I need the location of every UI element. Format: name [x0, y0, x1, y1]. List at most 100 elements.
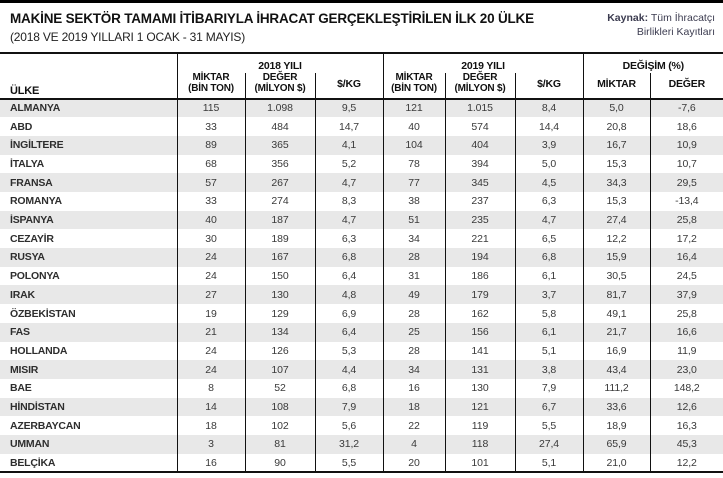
col-header-value-2019: DEĞER (MİLYON $) [444, 72, 516, 99]
value-cell: 12,6 [649, 397, 723, 417]
value-cell: 118 [444, 434, 516, 454]
value-cell: 237 [444, 192, 516, 211]
table-row: FAS 21 134 6,4 25 156 6,1 21,7 16,6 [0, 322, 723, 342]
value-cell: 4,4 [314, 360, 384, 379]
col-header-change-value: DEĞER [649, 73, 723, 99]
country-cell: İTALYA [10, 158, 45, 170]
value-cell: 274 [244, 192, 315, 211]
value-cell: 5,3 [314, 341, 384, 361]
value-cell: 14,7 [314, 117, 384, 136]
country-cell: FRANSA [10, 176, 53, 189]
page-title: MAKİNE SEKTÖR TAMAMI İTİBARIYLA İHRACAT … [10, 11, 534, 26]
value-cell: 29,5 [649, 173, 723, 193]
value-cell: 21,0 [582, 453, 651, 473]
value-cell: 121 [444, 397, 516, 417]
table-row: BAE 8 52 6,8 16 130 7,9 111,2 148,2 [0, 378, 723, 398]
value-cell: 119 [444, 416, 516, 435]
value-cell: 18,9 [582, 416, 651, 435]
value-cell: 89 [176, 135, 245, 155]
value-cell: 77 [382, 173, 446, 193]
table-row: BELÇİKA 16 90 5,5 20 101 5,1 21,0 12,2 [0, 453, 723, 473]
country-cell: HOLLANDA [10, 344, 68, 357]
value-cell: 8 [176, 378, 245, 398]
value-cell: 194 [444, 248, 516, 267]
value-cell: 23,0 [649, 360, 723, 379]
page-header: MAKİNE SEKTÖR TAMAMI İTİBARIYLA İHRACAT … [0, 3, 723, 52]
value-cell: 5,8 [514, 304, 584, 323]
value-cell: 20 [382, 453, 446, 473]
value-cell: 25,8 [649, 210, 723, 230]
col-header-perkg-2019: $/KG [514, 73, 584, 99]
value-cell: 129 [244, 304, 315, 323]
value-cell: 57 [176, 173, 245, 193]
value-cell: 12,2 [582, 229, 651, 249]
table-row: MISIR 24 107 4,4 34 131 3,8 43,4 23,0 [0, 360, 723, 379]
table-row: ALMANYA 115 1.098 9,5 121 1.015 8,4 5,0 -7,6 [0, 98, 723, 118]
value-cell: 31 [382, 266, 446, 286]
value-cell: 45,3 [649, 434, 723, 454]
value-cell: 34,3 [582, 173, 651, 193]
value-cell: -13,4 [649, 192, 723, 211]
group-header-2019: 2019 YILI [382, 53, 584, 73]
value-cell: 28 [382, 341, 446, 361]
value-cell: 49,1 [582, 304, 651, 323]
value-cell: 16,7 [582, 135, 651, 155]
value-cell: 7,9 [314, 397, 384, 417]
value-cell: 16,6 [649, 322, 723, 342]
value-cell: 27,4 [514, 434, 584, 454]
value-cell: 6,4 [314, 266, 384, 286]
value-cell: 179 [444, 285, 516, 305]
value-cell: 24 [176, 248, 245, 267]
country-cell: MISIR [10, 363, 39, 376]
value-cell: 81,7 [582, 285, 651, 305]
table-row: HOLLANDA 24 126 5,3 28 141 5,1 16,9 11,9 [0, 341, 723, 361]
value-cell: 141 [444, 341, 516, 361]
value-cell: 6,5 [514, 229, 584, 249]
value-cell: 30 [176, 229, 245, 249]
country-column-header: ÜLKE [10, 84, 40, 97]
value-cell: 38 [382, 192, 446, 211]
value-cell: 24 [176, 360, 245, 379]
value-cell: 30,5 [582, 266, 651, 286]
value-cell: 126 [244, 341, 315, 361]
value-cell: 3,8 [514, 360, 584, 379]
value-cell: 4 [382, 434, 446, 454]
value-cell: 37,9 [649, 285, 723, 305]
value-cell: 101 [444, 453, 516, 473]
value-cell: 16 [382, 378, 446, 398]
value-cell: 21 [176, 322, 245, 342]
country-cell: IRAK [10, 288, 35, 301]
value-cell: 24,5 [649, 266, 723, 286]
value-cell: 3,7 [514, 285, 584, 305]
country-cell: İNGİLTERE [10, 139, 64, 152]
country-cell: POLONYA [10, 270, 60, 283]
value-cell: 27 [176, 285, 245, 305]
value-cell: 104 [382, 135, 446, 155]
value-cell: 31,2 [314, 434, 384, 454]
value-cell: 148,2 [649, 378, 723, 398]
value-cell: 5,5 [514, 416, 584, 435]
value-cell: 121 [382, 98, 446, 118]
country-cell: ROMANYA [10, 195, 62, 208]
country-cell: FAS [10, 326, 30, 339]
country-cell: BAE [10, 382, 32, 395]
country-cell: BELÇİKA [10, 456, 56, 469]
value-cell: 130 [244, 285, 315, 305]
title-block: MAKİNE SEKTÖR TAMAMI İTİBARIYLA İHRACAT … [10, 11, 534, 44]
value-cell: 107 [244, 360, 315, 379]
col-header-amount-2019: MİKTAR (BİN TON) [382, 72, 446, 99]
country-cell: AZERBAYCAN [10, 419, 81, 432]
value-cell: 12,2 [649, 453, 723, 473]
value-cell: 267 [244, 173, 315, 193]
table-row: AZERBAYCAN 18 102 5,6 22 119 5,5 18,9 16,3 [0, 416, 723, 435]
value-cell: 130 [444, 378, 516, 398]
value-cell: 394 [444, 154, 516, 174]
value-cell: 10,7 [649, 154, 723, 174]
value-cell: 16,4 [649, 248, 723, 267]
value-cell: 18 [176, 416, 245, 435]
table-row: RUSYA 24 167 6,8 28 194 6,8 15,9 16,4 [0, 248, 723, 267]
value-cell: 11,9 [649, 341, 723, 361]
value-cell: 3 [176, 434, 245, 454]
value-cell: 51 [382, 210, 446, 230]
country-cell: UMMAN [10, 438, 50, 451]
